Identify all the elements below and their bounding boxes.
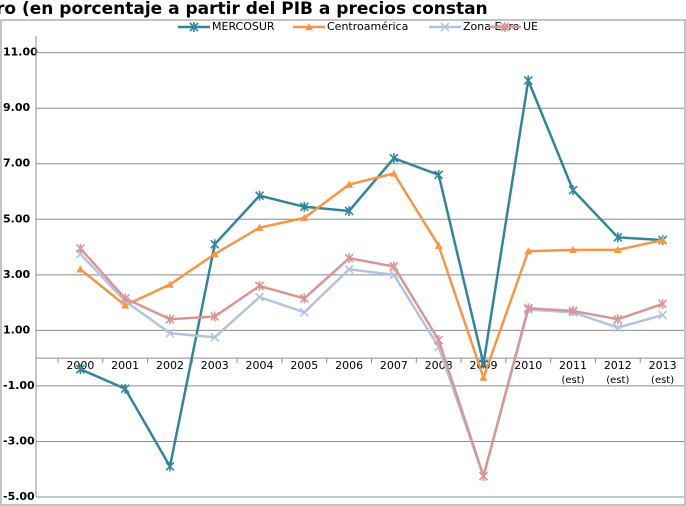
marker	[344, 253, 354, 264]
x-tick-label: 2006	[335, 359, 363, 372]
marker	[568, 185, 578, 196]
marker	[75, 364, 85, 375]
marker	[658, 236, 667, 244]
marker	[189, 22, 199, 32]
legend-item: UE	[489, 20, 538, 33]
marker	[210, 250, 219, 258]
marker	[254, 190, 265, 201]
y-tick-label: -3.00	[3, 434, 35, 447]
marker	[568, 305, 578, 316]
marker	[658, 298, 668, 309]
series-line	[79, 247, 664, 481]
x-tick-label: 2013 (est)	[649, 359, 677, 386]
marker	[299, 293, 309, 304]
chart-title: ro (en porcentaje a partir del PIB a pre…	[0, 0, 488, 19]
legend-item: Centroamérica	[293, 20, 408, 33]
y-tick-label: -5.00	[3, 490, 35, 503]
marker	[255, 223, 264, 231]
marker	[658, 310, 668, 320]
marker	[76, 265, 85, 273]
x-tick-label: 2011 (est)	[559, 359, 587, 386]
marker	[613, 314, 623, 325]
marker	[613, 245, 622, 254]
marker	[500, 22, 510, 32]
marker	[434, 335, 444, 346]
marker	[254, 280, 265, 291]
y-tick-label: 11.00	[3, 46, 38, 59]
marker	[165, 280, 174, 288]
x-tick-label: 2010	[514, 359, 542, 372]
marker	[165, 314, 175, 325]
marker	[120, 293, 130, 304]
y-tick-label: 7.00	[3, 157, 30, 170]
marker	[210, 239, 220, 250]
marker	[523, 75, 533, 86]
legend-item: MERCOSUR	[178, 20, 275, 33]
marker	[75, 243, 85, 254]
x-tick-label: 2007	[380, 359, 408, 372]
x-tick-label: 2001	[111, 359, 139, 372]
marker	[523, 303, 533, 314]
marker	[210, 332, 220, 342]
x-tick-label: 2004	[246, 359, 274, 372]
series-line	[79, 75, 663, 470]
marker	[165, 461, 175, 472]
marker	[613, 232, 623, 243]
marker	[210, 311, 220, 322]
marker	[389, 153, 399, 164]
marker	[613, 323, 623, 333]
marker	[120, 383, 130, 394]
x-tick-label: 2003	[201, 359, 229, 372]
marker	[524, 247, 533, 255]
y-tick-label: -1.00	[3, 379, 35, 392]
marker	[299, 307, 309, 317]
marker	[344, 205, 354, 216]
x-tick-label: 2005	[290, 359, 318, 372]
marker	[479, 373, 488, 381]
series-line	[79, 172, 663, 382]
marker	[434, 241, 443, 249]
marker	[389, 169, 398, 177]
marker	[478, 471, 489, 482]
series-line	[79, 253, 663, 481]
marker	[434, 169, 444, 180]
marker	[344, 264, 354, 274]
y-tick-label: 3.00	[3, 268, 30, 281]
x-tick-label: 2002	[156, 359, 184, 372]
y-tick-label: 9.00	[3, 101, 30, 114]
marker	[569, 245, 578, 254]
marker	[389, 261, 399, 272]
marker	[305, 23, 313, 31]
chart-frame	[0, 19, 686, 506]
legend-label: Centroamérica	[327, 20, 408, 33]
marker	[440, 22, 450, 32]
marker	[165, 328, 175, 338]
marker	[345, 180, 354, 188]
marker	[300, 213, 309, 222]
legend-label: MERCOSUR	[212, 20, 275, 33]
legend-label: UE	[523, 20, 538, 33]
marker	[299, 201, 309, 212]
marker	[254, 292, 265, 302]
y-tick-label: 1.00	[3, 323, 30, 336]
x-tick-label: 2012 (est)	[604, 359, 632, 386]
marker	[121, 301, 130, 309]
y-tick-label: 5.00	[3, 212, 30, 225]
